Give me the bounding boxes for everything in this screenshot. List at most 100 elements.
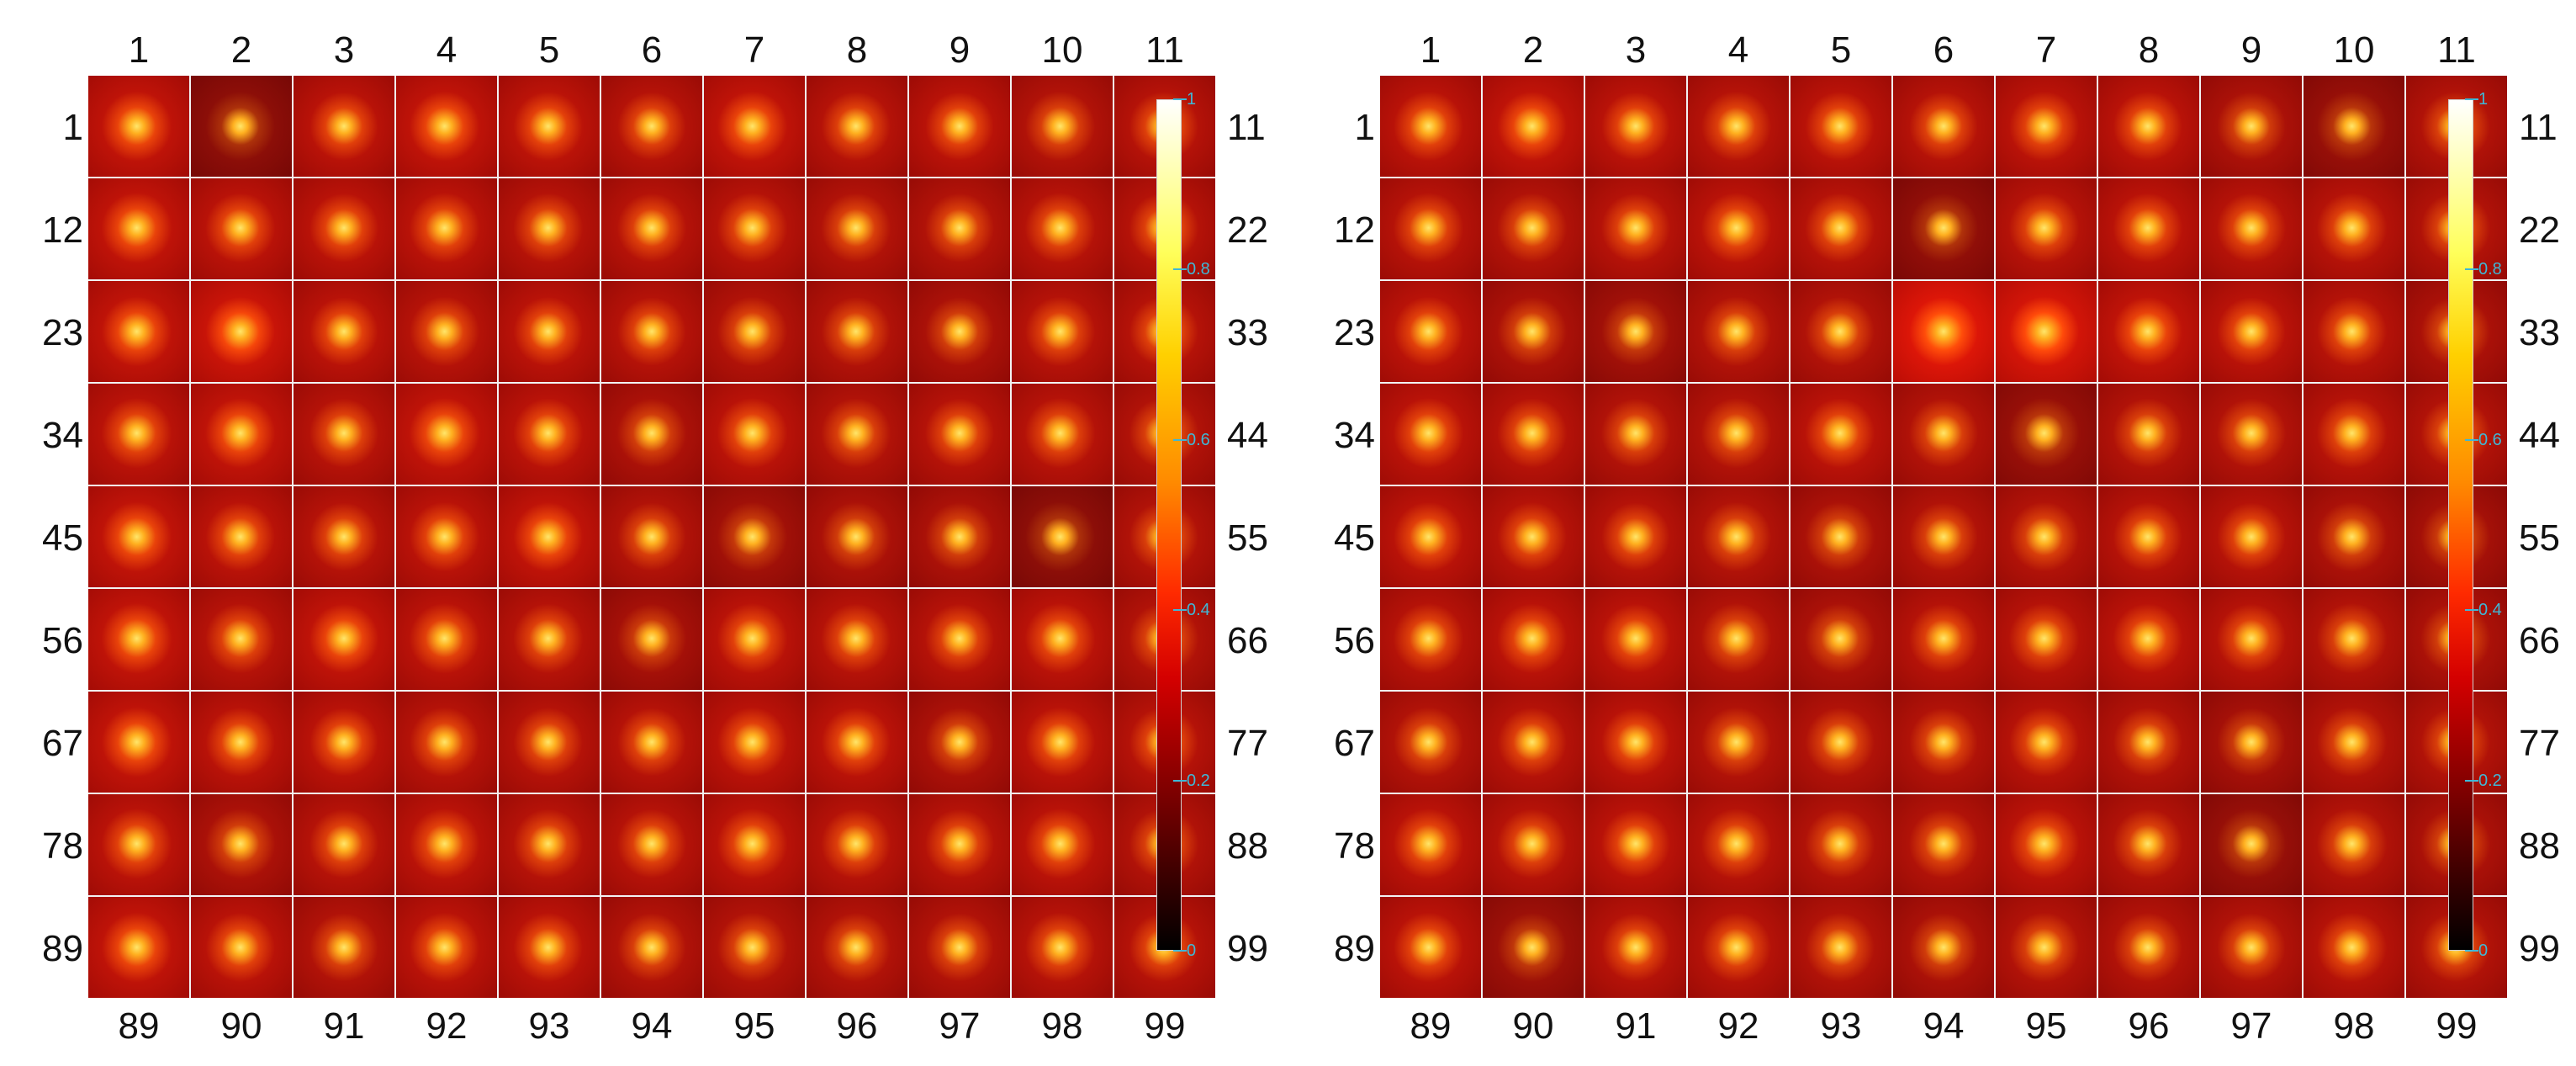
spot-image-cell — [909, 794, 1010, 895]
column-label-top: 11 — [1145, 29, 1184, 71]
spot-image-cell — [191, 794, 292, 895]
column-label-top: 2 — [1522, 29, 1544, 71]
spot-image-cell — [294, 589, 394, 690]
spot-image-cell — [1483, 178, 1584, 279]
column-label-bottom: 99 — [1144, 1005, 1186, 1047]
spot-image-cell — [2304, 897, 2404, 998]
spot-image-cell — [601, 692, 702, 793]
image-grid — [1380, 76, 2507, 998]
row-label-left: 23 — [42, 312, 83, 353]
colorbar-tick — [2465, 779, 2478, 782]
spot-image-cell — [2098, 384, 2199, 485]
spot-image-cell — [1996, 897, 2097, 998]
spot-image-cell — [1893, 486, 1994, 587]
spot-image-cell — [704, 281, 805, 382]
spot-image-cell — [1585, 692, 1686, 793]
row-label-left: 67 — [1334, 723, 1375, 764]
spot-image-cell — [1585, 384, 1686, 485]
spot-image-cell — [1012, 897, 1113, 998]
column-label-top: 5 — [1830, 29, 1852, 71]
column-label-bottom: 94 — [1923, 1005, 1965, 1047]
row-label-right: 55 — [2519, 517, 2560, 559]
spot-image-cell — [396, 384, 497, 485]
spot-image-cell — [396, 178, 497, 279]
row-label-right: 99 — [2519, 928, 2560, 969]
colorbar-tick-label: 0.6 — [2478, 430, 2502, 449]
row-label-right: 66 — [1227, 620, 1268, 661]
column-label-top: 10 — [2333, 29, 2375, 71]
spot-image-cell — [1893, 897, 1994, 998]
spot-image-cell — [396, 794, 497, 895]
spot-image-cell — [807, 178, 907, 279]
spot-image-cell — [2201, 897, 2302, 998]
spot-image-cell — [807, 589, 907, 690]
column-label-top: 7 — [743, 29, 765, 71]
spot-image-cell — [909, 384, 1010, 485]
column-label-top: 3 — [1625, 29, 1647, 71]
spot-image-cell — [499, 589, 600, 690]
colorbar-tick — [2465, 438, 2478, 441]
colorbar-tick-label: 0.8 — [1187, 260, 1210, 279]
colorbar-tick — [2465, 268, 2478, 271]
spot-image-cell — [1585, 897, 1686, 998]
spot-image-cell — [1996, 589, 2097, 690]
column-label-bottom: 97 — [939, 1005, 981, 1047]
spot-image-cell — [1791, 897, 1891, 998]
spot-image-cell — [1688, 589, 1789, 690]
column-label-top: 8 — [846, 29, 868, 71]
row-label-left: 56 — [1334, 620, 1375, 661]
colorbar-tick — [2465, 950, 2478, 952]
spot-image-cell — [191, 486, 292, 587]
spot-image-cell — [88, 178, 189, 279]
spot-image-cell — [1893, 589, 1994, 690]
row-label-right: 11 — [1227, 107, 1266, 148]
spot-image-cell — [1380, 692, 1481, 793]
colorbar — [2448, 99, 2473, 951]
spot-image-cell — [1688, 384, 1789, 485]
spot-image-cell — [2201, 794, 2302, 895]
spot-image-cell — [2098, 692, 2199, 793]
spot-image-cell — [499, 384, 600, 485]
row-label-right: 33 — [2519, 312, 2560, 353]
spot-image-cell — [2201, 178, 2302, 279]
colorbar-tick-label: 0.6 — [1187, 430, 1210, 449]
spot-image-cell — [1380, 384, 1481, 485]
colorbar-tick-label: 1 — [1187, 90, 1197, 109]
spot-image-cell — [396, 589, 497, 690]
colorbar-tick-label: 1 — [2478, 90, 2489, 109]
spot-image-cell — [294, 281, 394, 382]
column-label-top: 11 — [2437, 29, 2476, 71]
left-panel: 1 2 3 4 5 6 7 8 9 10 11 89 90 91 92 93 94 95 96 97 98 99 1 12 23… — [0, 0, 1268, 1066]
colorbar-tick — [1173, 268, 1187, 271]
column-label-bottom: 95 — [733, 1005, 775, 1047]
spot-image-cell — [1483, 281, 1584, 382]
spot-image-cell — [2098, 897, 2199, 998]
row-label-left: 56 — [42, 620, 83, 661]
row-label-left: 12 — [42, 209, 83, 251]
spot-image-cell — [1791, 692, 1891, 793]
column-label-bottom: 96 — [836, 1005, 878, 1047]
row-label-right: 22 — [2519, 209, 2560, 251]
spot-image-cell — [601, 178, 702, 279]
colorbar-tick-label: 0.4 — [1187, 601, 1210, 620]
spot-image-cell — [191, 589, 292, 690]
spot-image-cell — [1483, 384, 1584, 485]
spot-image-cell — [2098, 589, 2199, 690]
spot-image-cell — [1791, 281, 1891, 382]
column-label-bottom: 93 — [528, 1005, 570, 1047]
spot-image-cell — [294, 486, 394, 587]
row-label-left: 78 — [1334, 825, 1375, 867]
column-label-bottom: 93 — [1820, 1005, 1862, 1047]
column-label-bottom: 91 — [323, 1005, 365, 1047]
spot-image-cell — [2098, 281, 2199, 382]
spot-image-cell — [191, 384, 292, 485]
row-label-right: 66 — [2519, 620, 2560, 661]
spot-image-cell — [1893, 384, 1994, 485]
spot-image-cell — [1012, 794, 1113, 895]
spot-image-cell — [88, 692, 189, 793]
column-label-top: 1 — [1420, 29, 1441, 71]
spot-image-cell — [294, 897, 394, 998]
spot-image-cell — [294, 178, 394, 279]
spot-image-cell — [1380, 794, 1481, 895]
column-label-bottom: 98 — [2333, 1005, 2375, 1047]
